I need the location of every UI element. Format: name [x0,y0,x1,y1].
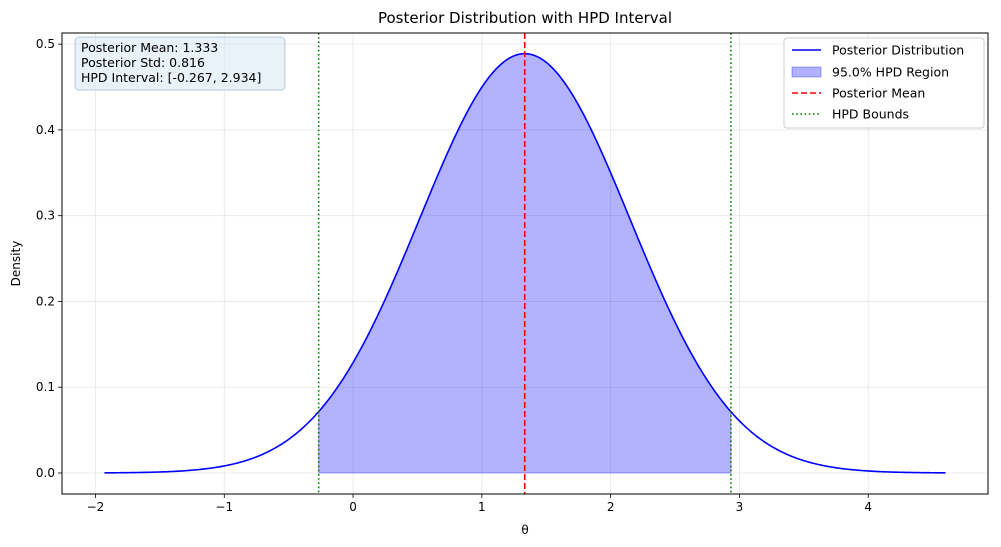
y-tick-label: 0.1 [36,380,55,394]
legend-item: Posterior Mean [792,86,925,101]
legend-item: 95.0% HPD Region [791,65,949,80]
legend: Posterior Distribution 95.0% HPD Region Po… [783,37,985,129]
legend-box [783,37,985,129]
annotation-line: Posterior Std: 0.816 [81,55,205,70]
plot-frame [61,32,989,495]
x-tick-label: 4 [864,500,872,514]
legend-item: Posterior Distribution [792,43,964,58]
x-axis-label: θ [521,523,528,537]
x-tick-label: 0 [349,500,357,514]
y-tick-label: 0.4 [36,123,55,137]
vline-layer [317,33,732,494]
y-tick-label: 0.3 [36,209,55,223]
legend-swatch [791,66,822,78]
legend-label: Posterior Distribution [832,43,964,58]
x-tick-label: −2 [87,500,105,514]
legend-label: HPD Bounds [832,107,909,122]
annotation-line: HPD Interval: [-0.267, 2.934] [81,70,261,85]
chart-title: Posterior Distribution with HPD Interval [378,9,672,27]
y-ticks: 0.0 0.1 0.2 0.3 0.4 0.5 [36,37,62,480]
annotation-box [74,36,286,91]
y-tick-label: 0.5 [36,37,55,51]
y-tick-label: 0.0 [36,466,55,480]
x-tick-label: 1 [478,500,486,514]
x-ticks: −2 −1 0 1 2 3 4 [87,494,872,514]
x-tick-label: 3 [736,500,744,514]
y-tick-label: 0.2 [36,294,55,308]
y-axis-label: Density [9,241,23,287]
annotation-line: Posterior Mean: 1.333 [81,40,218,55]
x-tick-label: 2 [607,500,615,514]
x-tick-label: −1 [215,500,233,514]
legend-label: 95.0% HPD Region [832,65,949,80]
legend-label: Posterior Mean [832,86,925,101]
legend-item: HPD Bounds [792,107,909,122]
